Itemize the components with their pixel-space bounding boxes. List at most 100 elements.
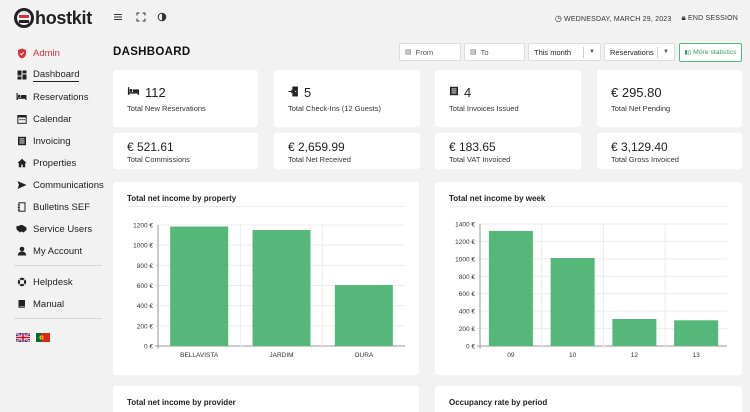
sidebar-item-dashboard[interactable]: Dashboard (16, 68, 80, 82)
bed-icon (127, 86, 140, 99)
sidebar-item-properties[interactable]: Properties (16, 156, 76, 170)
sidebar-item-bulletins-sef[interactable]: Bulletins SEF (16, 200, 90, 214)
select-divider (583, 47, 584, 58)
to-date-input[interactable]: ▤ To (464, 43, 525, 61)
y-tick-label: 400 € (459, 309, 476, 316)
sidebar-item-label: Manual (33, 298, 65, 310)
x-tick-label: OURA (354, 352, 373, 359)
end-session-button[interactable]: 🔒︎ END SESSION (681, 13, 738, 23)
sidebar-item-label: Helpdesk (33, 276, 73, 288)
sidebar-item-calendar[interactable]: Calendar (16, 112, 72, 126)
chart-title: Occupancy rate by period (449, 398, 548, 407)
top-right-area: ◷ WEDNESDAY, MARCH 29, 2023 🔒︎ END SESSION (555, 13, 738, 23)
sidebar-divider (14, 265, 102, 266)
sidebar-item-my-account[interactable]: My Account (16, 244, 82, 258)
stat-value: € 295.80 (611, 85, 662, 100)
chart-title-rule (127, 206, 405, 207)
chevron-down-icon: ▼ (589, 49, 595, 55)
invoice-icon (449, 86, 459, 99)
date-text: WEDNESDAY, MARCH 29, 2023 (564, 15, 672, 23)
stat-card-vat-invoiced: € 183.65 Total VAT Invoiced (435, 133, 581, 169)
sidebar-item-invoicing[interactable]: Invoicing (16, 134, 71, 148)
stat-card-net-received: € 2,659.99 Total Net Received (274, 133, 420, 169)
y-tick-label: 600 € (459, 291, 476, 298)
sidebar-item-reservations[interactable]: Reservations (16, 90, 88, 104)
sidebar-item-helpdesk[interactable]: Helpdesk (16, 275, 73, 289)
more-statistics-button[interactable]: ▮▯ More statistics (679, 43, 742, 62)
sidebar-item-admin[interactable]: Admin (16, 46, 60, 60)
to-placeholder: To (480, 47, 489, 57)
contrast-icon[interactable] (156, 12, 168, 24)
chart-title: Total net income by week (449, 194, 546, 203)
pt-flag-icon[interactable] (36, 333, 50, 342)
chart-card-occupancy-rate: Occupancy rate by period (435, 386, 742, 412)
home-icon (16, 158, 27, 169)
stat-card-net-pending: € 295.80 Total Net Pending (597, 70, 742, 127)
bar-oura (334, 284, 393, 346)
page-title: DASHBOARD (113, 46, 191, 58)
y-tick-label: 200 € (137, 323, 154, 330)
bar-chart-by-week: 0 € 200 € 400 € 600 € 800 € 1000 € 1200 € 1400 … (455, 222, 727, 359)
x-tick-label: 13 (693, 352, 701, 359)
period-select[interactable]: This month ▼ (528, 43, 601, 61)
y-tick-label: 800 € (459, 274, 476, 281)
chart-card-net-income-by-property: Total net income by property 0 € 200 € 400… (113, 182, 419, 375)
logo-mark-icon (14, 8, 34, 28)
y-tick-label: 1200 € (133, 223, 153, 230)
from-date-input[interactable]: ▤ From (399, 43, 461, 61)
more-statistics-label: More statistics (693, 49, 737, 56)
stat-label: Total Check-Ins (12 Guests) (288, 104, 381, 113)
chart-card-net-income-by-provider: Total net income by provider (113, 386, 419, 412)
fullscreen-icon[interactable] (135, 12, 147, 24)
stat-number: € 183.65 (449, 140, 496, 154)
sidebar-divider (14, 318, 102, 319)
stat-number: 112 (145, 85, 166, 100)
sidebar-item-label: Admin (33, 47, 60, 59)
top-bar: hostkit ◷ WEDNESDAY, MARCH 29, 2023 🔒︎ END… (0, 0, 750, 36)
y-tick-label: 0 € (144, 344, 153, 351)
stat-label: Total VAT Invoiced (449, 155, 511, 164)
y-tick-label: 400 € (137, 303, 154, 310)
stat-number: 5 (304, 85, 312, 100)
chevron-down-icon: ▼ (663, 49, 669, 55)
door-icon (288, 86, 299, 100)
menu-icon[interactable] (112, 12, 124, 24)
stat-label: Total Invoices Issued (449, 104, 519, 113)
bar-bellavista (170, 226, 229, 346)
end-session-label: END SESSION (687, 15, 738, 22)
y-tick-label: 1000 € (455, 256, 475, 263)
bar-chart-icon: ▮▯ (684, 50, 692, 56)
chart-title: Total net income by provider (127, 398, 236, 407)
y-tick-label: 1200 € (455, 239, 475, 246)
sidebar-item-label: Dashboard (33, 68, 80, 82)
y-tick-label: 1000 € (133, 243, 153, 250)
select-divider (657, 47, 658, 58)
book-icon (16, 299, 27, 310)
uk-flag-icon[interactable] (16, 333, 30, 342)
stat-value: 4 (449, 85, 471, 100)
y-tick-label: 800 € (137, 263, 154, 270)
sidebar-item-service-users[interactable]: Service Users (16, 222, 92, 236)
document-icon (16, 201, 27, 213)
sidebar-item-label: Invoicing (33, 135, 71, 147)
lifebuoy-icon (16, 277, 27, 288)
bar-13 (674, 320, 719, 346)
calendar-icon: ▤ (470, 49, 477, 56)
chart-title-rule (449, 206, 728, 207)
y-tick-label: 200 € (459, 326, 476, 333)
stat-card-check-ins: 5 Total Check-Ins (12 Guests) (274, 70, 420, 127)
shield-icon (16, 48, 27, 59)
stat-number: € 2,659.99 (288, 140, 345, 154)
sidebar-item-label: My Account (33, 245, 83, 257)
hostkit-logo[interactable]: hostkit (14, 7, 92, 29)
sidebar-item-label: Reservations (33, 91, 89, 103)
calendar-icon (16, 114, 27, 125)
type-select[interactable]: Reservations ▼ (604, 43, 675, 61)
sidebar-item-manual[interactable]: Manual (16, 297, 64, 311)
sidebar-item-label: Properties (33, 157, 77, 169)
sidebar-item-communications[interactable]: Communications (16, 178, 104, 192)
from-placeholder: From (415, 47, 434, 57)
sidebar-item-label: Communications (33, 179, 104, 191)
x-tick-label: 12 (631, 352, 639, 359)
dashboard-icon (16, 70, 27, 81)
